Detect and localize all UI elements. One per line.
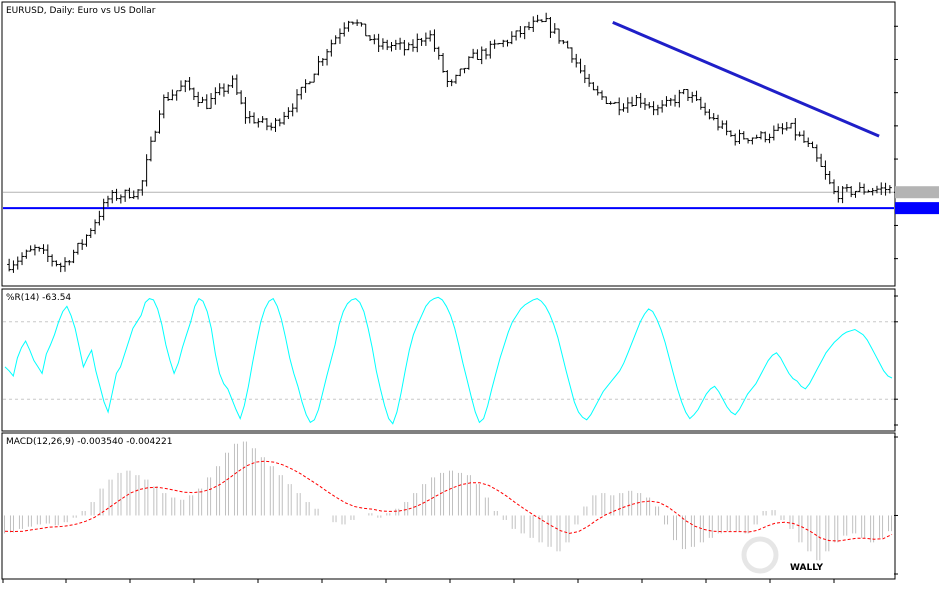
trendline-group xyxy=(612,20,880,138)
price-panel-frame xyxy=(1,1,896,287)
macd-panel-frame xyxy=(1,432,896,580)
price-horizontal-lines xyxy=(3,191,894,210)
price-bars xyxy=(7,12,892,273)
watermark-text: WALLY xyxy=(790,563,824,573)
macd-signal-series xyxy=(4,460,893,542)
macd-signal-line xyxy=(4,460,893,542)
wr-panel-frame xyxy=(1,288,896,432)
watermark: WALLY xyxy=(741,536,824,574)
downtrend-line xyxy=(612,20,880,138)
macd-histogram xyxy=(4,441,893,561)
current-price-badge xyxy=(895,186,939,199)
macd-panel-title: MACD(12,26,9) -0.003540 -0.004221 xyxy=(6,437,172,447)
williams-r-series xyxy=(4,296,893,425)
watermark-logo xyxy=(741,536,779,574)
axis-labels xyxy=(2,25,939,583)
williams-r-line xyxy=(4,296,893,425)
price-panel-title: EURUSD, Daily: Euro vs US Dollar xyxy=(6,6,156,16)
support-price-badge xyxy=(895,202,939,215)
williams-r-levels xyxy=(3,321,894,400)
wr-panel-title: %R(14) -63.54 xyxy=(6,293,71,303)
